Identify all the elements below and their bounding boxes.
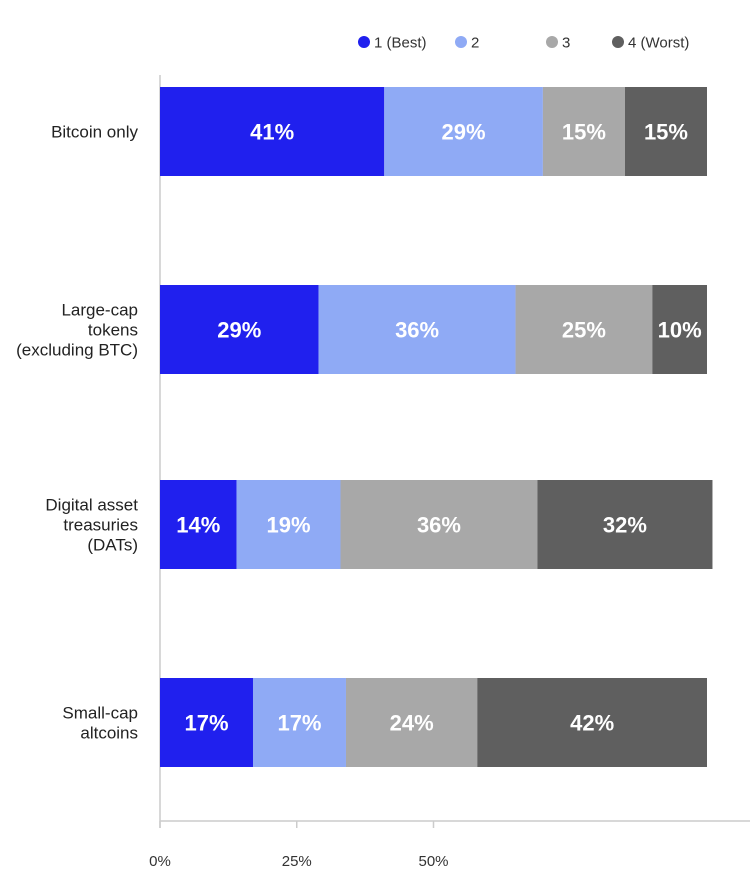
bar-segment	[345, 678, 478, 767]
data-label: 36%	[417, 513, 461, 538]
data-label: 24%	[390, 711, 434, 736]
bar-segment	[252, 678, 346, 767]
bar-segment	[542, 87, 625, 176]
data-label: 14%	[176, 513, 220, 538]
bar-segment	[384, 87, 543, 176]
legend-marker-icon	[455, 36, 467, 48]
category-label: altcoins	[80, 724, 138, 743]
bar-segment	[515, 285, 653, 374]
category-label: (DATs)	[87, 536, 138, 555]
data-label: 42%	[570, 711, 614, 736]
data-label: 29%	[217, 318, 261, 343]
bar-segment	[624, 87, 707, 176]
x-tick-label: 0%	[149, 853, 171, 870]
bar-segment	[477, 678, 707, 767]
legend-label: 4 (Worst)	[628, 35, 689, 52]
x-tick-label: 25%	[282, 853, 312, 870]
bar-segment	[160, 87, 385, 176]
bar-segment	[537, 480, 713, 569]
data-label: 10%	[658, 318, 702, 343]
bar-segment	[160, 480, 237, 569]
legend-marker-icon	[612, 36, 624, 48]
data-label: 15%	[562, 120, 606, 145]
bar-segment	[652, 285, 707, 374]
category-label: (excluding BTC)	[16, 341, 138, 360]
bar-segment	[160, 285, 319, 374]
bar-segment	[340, 480, 538, 569]
x-tick-label: 50%	[418, 853, 448, 870]
legend-label: 2	[471, 35, 479, 52]
legend-label: 1 (Best)	[374, 35, 427, 52]
data-label: 29%	[442, 120, 486, 145]
legend-marker-icon	[546, 36, 558, 48]
data-label: 19%	[267, 513, 311, 538]
legend-marker-icon	[358, 36, 370, 48]
bar-segment	[160, 678, 253, 767]
category-label: Bitcoin only	[51, 123, 138, 142]
category-label: tokens	[88, 321, 138, 340]
data-label: 36%	[395, 318, 439, 343]
legend-label: 3	[562, 35, 570, 52]
category-label: Digital asset	[45, 496, 138, 515]
data-label: 25%	[562, 318, 606, 343]
category-label: treasuries	[63, 516, 138, 535]
data-label: 32%	[603, 513, 647, 538]
bar-segment	[236, 480, 341, 569]
data-label: 17%	[277, 711, 321, 736]
category-label: Small-cap	[62, 704, 138, 723]
data-label: 41%	[250, 120, 294, 145]
category-label: Large-cap	[61, 301, 138, 320]
data-label: 15%	[644, 120, 688, 145]
bar-segment	[318, 285, 516, 374]
data-label: 17%	[184, 711, 228, 736]
